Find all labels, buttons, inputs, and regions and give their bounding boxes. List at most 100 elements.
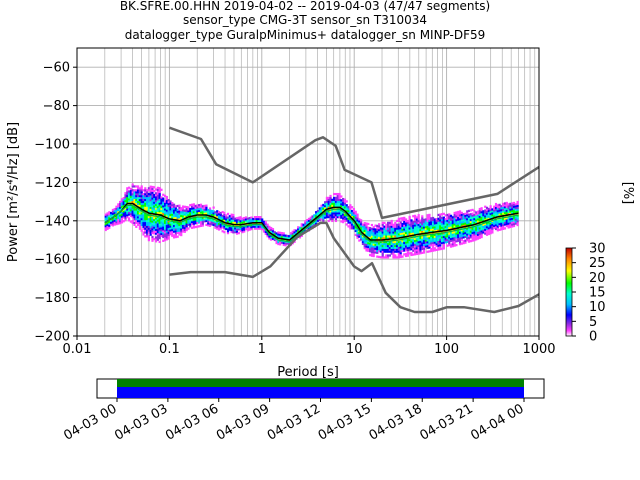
density-cell <box>133 221 136 225</box>
density-cell <box>316 219 320 222</box>
density-cell <box>369 248 372 251</box>
density-cell <box>176 224 179 227</box>
density-cell <box>120 221 124 224</box>
density-cell <box>293 240 296 243</box>
density-cell <box>381 252 384 255</box>
density-cell <box>268 225 271 228</box>
density-cell <box>270 238 273 241</box>
density-cell <box>246 223 249 226</box>
density-cell <box>422 220 426 223</box>
density-cell <box>404 241 408 244</box>
density-cell <box>412 226 415 229</box>
density-cell <box>244 218 248 221</box>
density-cell <box>349 211 352 215</box>
density-cell <box>511 217 514 220</box>
density-cell <box>370 252 374 255</box>
density-cell <box>374 245 377 248</box>
density-cell <box>455 220 458 224</box>
density-cell <box>273 231 276 234</box>
density-cell <box>160 188 163 191</box>
density-cell <box>509 214 512 217</box>
density-cell <box>383 221 386 224</box>
density-cell <box>426 221 429 225</box>
density-cell <box>217 216 221 220</box>
density-cell <box>131 208 134 211</box>
density-cell <box>185 229 188 232</box>
density-cell <box>167 204 170 208</box>
density-cell <box>390 225 393 228</box>
density-cell <box>262 220 266 224</box>
density-cell <box>147 210 150 213</box>
density-cell <box>153 232 156 235</box>
density-cell <box>151 195 154 198</box>
density-cell <box>383 225 386 228</box>
density-cell <box>174 212 177 216</box>
density-cell <box>252 219 255 223</box>
density-cell <box>156 223 159 226</box>
density-cell <box>383 227 386 230</box>
density-cell <box>361 242 365 245</box>
density-cell <box>239 227 242 230</box>
density-cell <box>165 232 168 235</box>
density-cell <box>367 226 370 229</box>
density-cell <box>151 226 154 229</box>
density-cell <box>325 214 329 217</box>
density-cell <box>135 212 138 215</box>
density-cell <box>485 212 489 215</box>
density-cell <box>413 224 417 227</box>
density-cell <box>448 232 451 235</box>
density-cell <box>313 214 316 217</box>
density-cell <box>145 194 149 198</box>
density-cell <box>248 217 251 220</box>
density-cell <box>476 231 480 234</box>
density-cell <box>482 215 485 219</box>
density-cell <box>462 234 465 237</box>
density-cell <box>178 204 181 207</box>
density-cell <box>142 233 145 236</box>
density-cell <box>153 228 156 231</box>
density-cell <box>181 209 185 212</box>
density-cell <box>383 244 386 248</box>
density-cell <box>187 227 190 230</box>
density-cell <box>234 231 237 234</box>
density-cell <box>187 219 190 223</box>
density-cell <box>129 197 132 200</box>
density-cell <box>243 230 246 233</box>
density-cell <box>212 219 215 223</box>
density-cell <box>381 242 384 246</box>
density-cell <box>129 195 132 198</box>
density-cell <box>156 186 159 189</box>
density-cell <box>415 227 418 231</box>
density-cell <box>115 219 118 222</box>
density-cell <box>145 235 149 238</box>
density-cell <box>487 230 490 234</box>
density-cell <box>410 219 413 222</box>
density-cell <box>119 204 122 207</box>
density-cell <box>171 221 174 224</box>
density-cell <box>151 220 154 223</box>
density-cell <box>475 213 478 216</box>
density-cell <box>467 219 471 222</box>
density-cell <box>395 242 399 246</box>
density-cell <box>149 210 152 213</box>
density-cell <box>383 250 386 253</box>
colorbar-tick-label: 15 <box>589 286 606 301</box>
density-cell <box>257 225 260 228</box>
density-cell <box>338 192 341 196</box>
density-cell <box>503 227 507 230</box>
density-cell <box>471 239 474 242</box>
density-cell <box>417 237 420 240</box>
density-cell <box>381 223 384 226</box>
density-cell <box>439 213 442 216</box>
density-cell <box>167 233 170 236</box>
density-cell <box>284 244 287 247</box>
density-cell <box>372 249 375 252</box>
density-cell <box>171 232 174 235</box>
density-cell <box>142 202 145 205</box>
density-cell <box>401 222 404 226</box>
density-cell <box>437 236 440 240</box>
density-cell <box>185 221 188 224</box>
density-cell <box>329 194 332 198</box>
density-cell <box>424 237 427 240</box>
density-cell <box>412 215 415 218</box>
